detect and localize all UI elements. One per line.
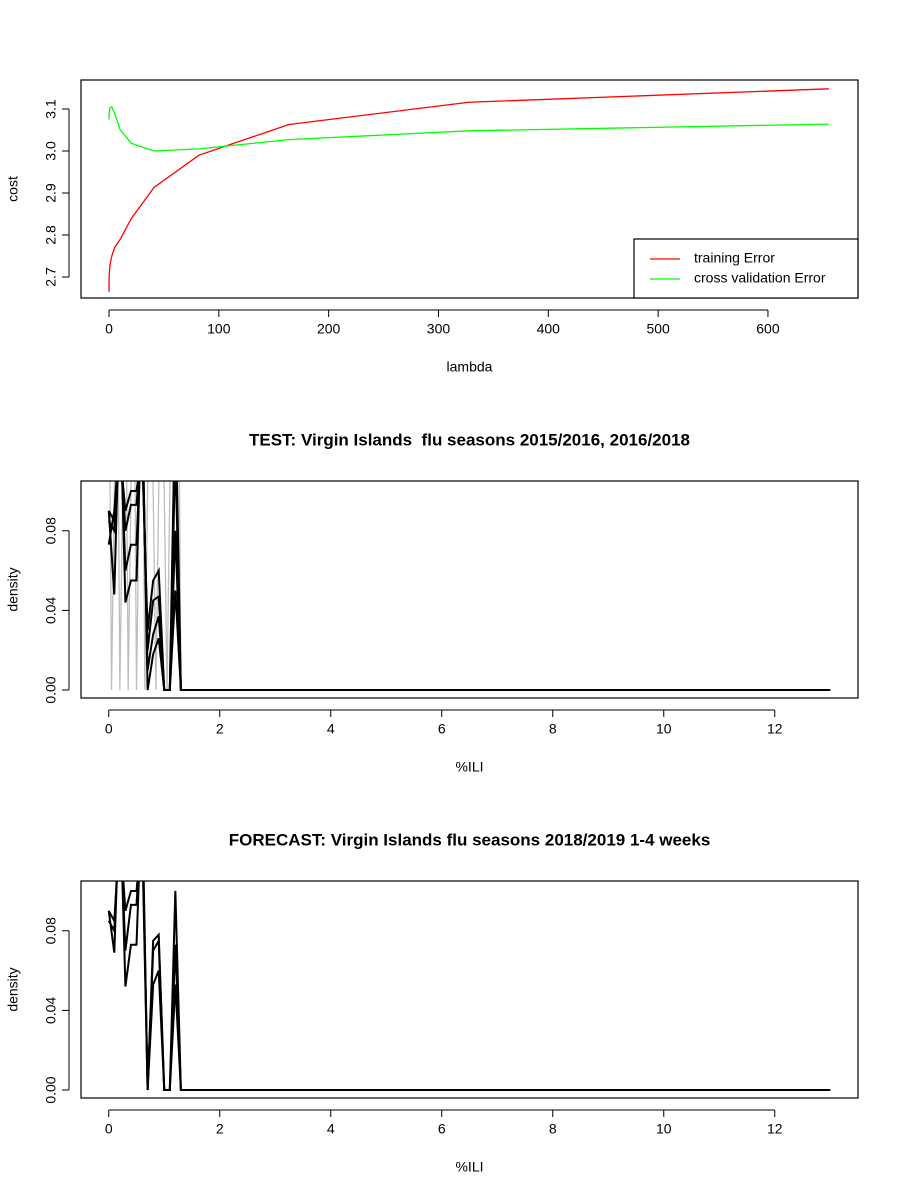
plot-area bbox=[108, 88, 829, 292]
x-tick-label: 600 bbox=[756, 321, 780, 337]
series-line bbox=[109, 481, 182, 691]
legend-box bbox=[633, 238, 859, 299]
x-tick-label: 0 bbox=[105, 721, 113, 737]
y-tick-label: 2.7 bbox=[43, 267, 59, 287]
y-tick-label: 2.8 bbox=[43, 225, 59, 245]
x-tick-label: 0 bbox=[105, 1121, 113, 1137]
series-line bbox=[107, 481, 831, 692]
x-tick-label: 10 bbox=[656, 1121, 672, 1137]
x-axis-label: lambda bbox=[447, 359, 493, 375]
x-tick-label: 0 bbox=[105, 321, 113, 337]
plot-area bbox=[107, 881, 831, 1092]
y-tick-label: 0.00 bbox=[43, 1076, 59, 1103]
y-tick-label: 0.08 bbox=[43, 917, 59, 944]
x-tick-label: 10 bbox=[656, 721, 672, 737]
y-tick-label: 3.1 bbox=[43, 99, 59, 119]
x-tick-label: 300 bbox=[427, 321, 451, 337]
series-line bbox=[107, 481, 831, 692]
legend-label: cross validation Error bbox=[694, 270, 826, 286]
y-tick-label: 0.00 bbox=[43, 676, 59, 703]
y-tick-label: 0.04 bbox=[43, 997, 59, 1024]
y-tick-label: 0.04 bbox=[43, 597, 59, 624]
plot-frame bbox=[80, 79, 859, 299]
x-tick-label: 4 bbox=[327, 1121, 335, 1137]
series-line bbox=[107, 481, 831, 692]
series-line bbox=[107, 881, 831, 1092]
x-tick-label: 8 bbox=[549, 1121, 557, 1137]
x-tick-label: 500 bbox=[646, 321, 670, 337]
x-tick-label: 6 bbox=[438, 1121, 446, 1137]
series-line bbox=[107, 881, 831, 1092]
x-tick-label: 200 bbox=[317, 321, 341, 337]
x-tick-label: 2 bbox=[216, 1121, 224, 1137]
chart-title: FORECAST: Virgin Islands flu seasons 201… bbox=[229, 830, 711, 849]
x-tick-label: 6 bbox=[438, 721, 446, 737]
plot-area bbox=[107, 481, 831, 692]
x-tick-label: 4 bbox=[327, 721, 335, 737]
x-tick-label: 12 bbox=[767, 1121, 783, 1137]
x-tick-label: 2 bbox=[216, 721, 224, 737]
chart-title: TEST: Virgin Islands flu seasons 2015/20… bbox=[249, 430, 690, 449]
legend-label: training Error bbox=[694, 250, 775, 266]
y-tick-label: 0.08 bbox=[43, 517, 59, 544]
y-tick-label: 2.9 bbox=[43, 183, 59, 203]
plot-frame bbox=[80, 480, 859, 699]
series-line bbox=[108, 88, 829, 292]
x-axis-label: %ILI bbox=[455, 1159, 483, 1175]
x-tick-label: 400 bbox=[537, 321, 561, 337]
x-tick-label: 12 bbox=[767, 721, 783, 737]
series-line bbox=[107, 481, 831, 692]
plot-frame bbox=[80, 880, 859, 1099]
y-tick-label: 3.0 bbox=[43, 141, 59, 161]
y-axis-label: cost bbox=[5, 176, 21, 202]
y-axis-label: density bbox=[5, 967, 21, 1011]
x-axis-label: %ILI bbox=[455, 759, 483, 775]
x-tick-label: 8 bbox=[549, 721, 557, 737]
series-line bbox=[108, 106, 829, 152]
y-axis-label: density bbox=[5, 567, 21, 611]
x-tick-label: 100 bbox=[207, 321, 231, 337]
